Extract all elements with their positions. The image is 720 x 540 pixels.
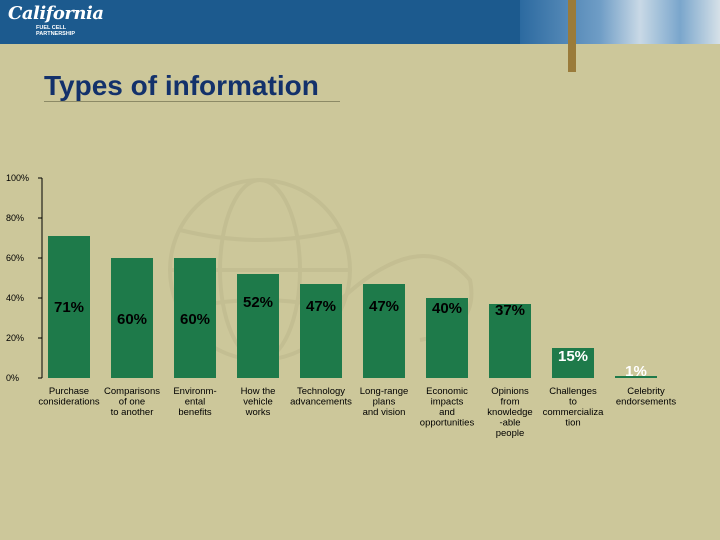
category-label-line: ental	[185, 397, 206, 408]
category-label-line: plans	[373, 397, 396, 408]
sky-photo	[520, 0, 720, 44]
bar	[552, 348, 594, 378]
value-label: 40%	[432, 300, 462, 317]
category-label-line: Comparisons	[104, 386, 160, 397]
category-label-line: -able	[499, 418, 520, 429]
category-label-line: opportunities	[420, 418, 475, 429]
value-label: 47%	[369, 298, 399, 315]
category-label-line: benefits	[178, 407, 212, 418]
category-label-line: people	[496, 428, 525, 439]
slide-title: Types of information	[44, 70, 319, 101]
category-label-line: and	[439, 407, 455, 418]
bars	[48, 236, 657, 378]
bar-chart: 0% 20% 40% 60% 80% 100% 71% 60% 60% 52% 47% 47% 40%…	[6, 173, 676, 439]
hydrogen-station-pole	[568, 0, 576, 72]
category-label-line: tion	[565, 418, 580, 429]
category-label-line: commercializa	[543, 407, 604, 418]
category-label-line: of one	[119, 397, 145, 408]
header-banner: California FUEL CELL PARTNERSHIP	[0, 0, 720, 72]
bar	[300, 284, 342, 378]
value-label: 37%	[495, 302, 525, 319]
category-label-line: Long-range	[360, 386, 409, 397]
category-label: Purchase considerations	[38, 386, 100, 408]
logo-wordmark: California	[8, 3, 104, 24]
bar	[363, 284, 405, 378]
category-label-line: impacts	[431, 397, 464, 408]
logo-subtext-line1: FUEL CELL	[36, 25, 67, 31]
y-tick-label: 60%	[6, 253, 24, 263]
value-label: 1%	[625, 363, 647, 380]
value-label: 47%	[306, 298, 336, 315]
category-label: How the vehicle works	[241, 386, 276, 418]
category-label: Comparisons of one to another	[104, 386, 160, 418]
category-label-line: Opinions	[491, 386, 529, 397]
category-label: Celebrity endorsements	[616, 386, 676, 408]
value-label: 71%	[54, 299, 84, 316]
value-label: 52%	[243, 294, 273, 311]
category-label-line: considerations	[38, 397, 100, 408]
value-label: 60%	[117, 311, 147, 328]
category-label-line: Purchase	[49, 386, 89, 397]
category-label-line: Challenges	[549, 386, 597, 397]
bar	[111, 258, 153, 378]
title-underline	[44, 101, 340, 102]
category-label-line: knowledge	[487, 407, 532, 418]
category-label: Opinions from knowledge -able people	[487, 386, 532, 439]
category-label: Challenges to commercializa tion	[543, 386, 604, 429]
bar	[174, 258, 216, 378]
category-label-line: How the	[241, 386, 276, 397]
y-tick-label: 0%	[6, 373, 19, 383]
bar	[489, 304, 531, 378]
y-tick-label: 40%	[6, 293, 24, 303]
california-fuel-cell-logo: California FUEL CELL PARTNERSHIP	[6, 3, 104, 41]
value-label: 15%	[558, 348, 588, 365]
category-label-line: to	[569, 397, 577, 408]
y-tick-label: 80%	[6, 213, 24, 223]
bar	[48, 236, 90, 378]
logo-subtext-line2: PARTNERSHIP	[36, 31, 76, 37]
category-label: Economic impacts and opportunities	[420, 386, 475, 429]
bar	[426, 298, 468, 378]
y-axis: 0% 20% 40% 60% 80% 100%	[6, 173, 43, 383]
category-label-line: Economic	[426, 386, 468, 397]
y-tick-label: 20%	[6, 333, 24, 343]
category-label: Long-range plans and vision	[360, 386, 409, 418]
bar	[615, 376, 657, 378]
y-tick-label: 100%	[6, 173, 29, 183]
logo-subtext: FUEL CELL PARTNERSHIP	[36, 25, 75, 37]
category-label-line: vehicle	[243, 397, 273, 408]
category-label-line: endorsements	[616, 397, 676, 408]
category-label-line: Environm-	[173, 386, 216, 397]
category-label-line: advancements	[290, 397, 352, 408]
value-label: 60%	[180, 311, 210, 328]
category-label: Technology advancements	[290, 386, 352, 408]
category-label-line: Celebrity	[627, 386, 665, 397]
category-label-line: to another	[111, 407, 154, 418]
category-label: Environm-ental benefits	[173, 386, 216, 418]
category-label-line: from	[501, 397, 520, 408]
category-label-line: works	[245, 407, 271, 418]
bar	[237, 274, 279, 378]
category-label-line: Technology	[297, 386, 345, 397]
category-label-line: and vision	[363, 407, 406, 418]
value-labels: 71% 60% 60% 52% 47% 47% 40% 37% 15% 1%	[54, 294, 647, 380]
